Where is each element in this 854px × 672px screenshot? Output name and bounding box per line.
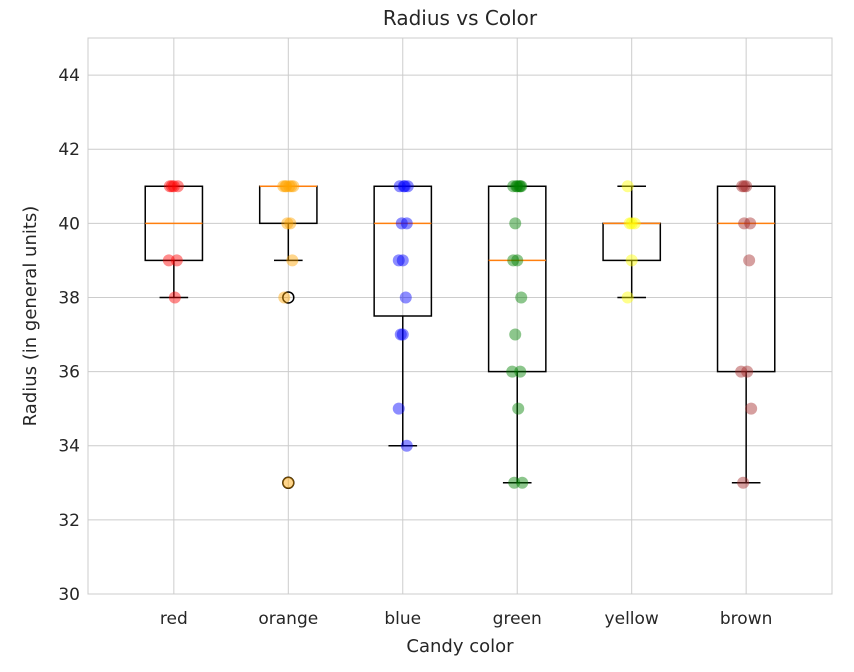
point-orange <box>282 476 295 489</box>
point-brown <box>740 180 753 193</box>
point-red <box>168 291 181 304</box>
chart-title: Radius vs Color <box>383 6 538 30</box>
point-orange <box>285 180 298 193</box>
x-tick-labels: red orange blue green yellow brown <box>160 609 772 629</box>
point-green <box>514 180 527 193</box>
box-orange <box>258 185 318 490</box>
point-orange <box>287 180 300 193</box>
point-yellow <box>625 217 638 230</box>
point-yellow <box>621 180 634 193</box>
y-tick-label: 40 <box>58 214 80 234</box>
point-orange <box>281 217 294 230</box>
point-yellow <box>625 254 638 267</box>
box-brown <box>716 185 776 484</box>
outlier-marker <box>282 476 295 490</box>
y-tick-label: 34 <box>58 437 80 457</box>
y-tick-label: 38 <box>58 288 80 308</box>
point-blue <box>395 217 408 230</box>
y-axis-label: Radius (in general units) <box>20 206 41 427</box>
point-blue <box>398 180 411 193</box>
point-blue <box>397 180 410 193</box>
grid-lines <box>88 38 832 595</box>
point-blue <box>392 402 405 415</box>
point-orange <box>279 180 292 193</box>
point-orange <box>284 217 297 230</box>
point-green <box>515 291 528 304</box>
point-green <box>511 254 524 267</box>
iqr-box <box>487 185 547 373</box>
point-green <box>506 365 519 378</box>
box-green <box>487 185 547 484</box>
point-blue <box>393 180 406 193</box>
point-green <box>509 217 522 230</box>
iqr-box <box>716 185 776 373</box>
y-tick-labels: 30 32 34 36 38 40 42 44 <box>58 66 80 605</box>
point-red <box>163 180 176 193</box>
data-points <box>162 180 758 489</box>
point-orange <box>286 254 299 267</box>
point-orange <box>283 180 296 193</box>
point-brown <box>737 476 750 489</box>
point-red <box>162 254 175 267</box>
x-axis-label: Candy color <box>406 636 514 657</box>
y-tick-label: 36 <box>58 363 80 383</box>
point-blue <box>401 180 414 193</box>
y-tick-label: 32 <box>58 511 80 531</box>
x-tick-label: orange <box>258 609 318 629</box>
point-blue <box>396 328 409 341</box>
point-blue <box>394 328 407 341</box>
point-red <box>170 254 183 267</box>
point-brown <box>741 365 754 378</box>
point-blue <box>392 254 405 267</box>
point-brown <box>744 217 757 230</box>
outlier-marker <box>282 291 295 304</box>
x-tick-label: red <box>160 609 188 629</box>
point-brown <box>738 180 751 193</box>
x-tick-label: blue <box>384 609 421 629</box>
point-brown <box>745 402 758 415</box>
point-blue <box>396 254 409 267</box>
box-yellow <box>602 185 662 299</box>
iqr-box <box>373 185 433 317</box>
y-tick-label: 30 <box>58 585 80 605</box>
point-green <box>507 180 520 193</box>
point-blue <box>400 439 413 452</box>
box-red <box>144 185 204 299</box>
point-green <box>512 402 525 415</box>
point-yellow <box>621 291 634 304</box>
point-green <box>508 476 521 489</box>
point-green <box>513 180 526 193</box>
point-yellow <box>623 217 636 230</box>
point-orange <box>280 180 293 193</box>
box-blue <box>373 185 433 447</box>
point-green <box>515 180 528 193</box>
x-tick-label: green <box>493 609 542 629</box>
point-red <box>171 180 184 193</box>
point-brown <box>736 180 749 193</box>
point-brown <box>743 254 756 267</box>
point-brown <box>738 217 751 230</box>
point-green <box>510 180 523 193</box>
point-green <box>509 328 522 341</box>
boxes <box>144 185 776 490</box>
plot-area <box>87 37 833 595</box>
point-brown <box>735 365 748 378</box>
point-blue <box>399 291 412 304</box>
point-orange <box>278 291 291 304</box>
point-green <box>514 365 527 378</box>
point-green <box>516 476 529 489</box>
y-tick-label: 42 <box>58 140 80 160</box>
point-green <box>507 254 520 267</box>
x-tick-label: brown <box>720 609 773 629</box>
point-yellow <box>628 217 641 230</box>
y-tick-label: 44 <box>58 66 80 86</box>
point-red <box>165 180 178 193</box>
x-tick-label: yellow <box>605 609 659 629</box>
point-green <box>511 180 524 193</box>
point-red <box>167 180 180 193</box>
point-blue <box>400 217 413 230</box>
point-orange <box>277 180 290 193</box>
